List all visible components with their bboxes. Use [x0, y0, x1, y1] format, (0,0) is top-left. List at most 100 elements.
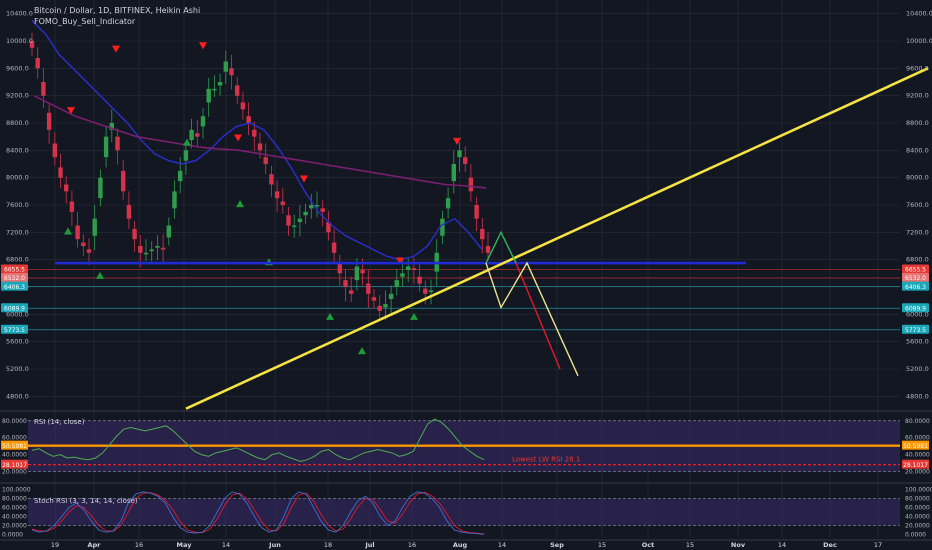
- stoch-tick-right: 40.0000: [905, 513, 930, 520]
- candle-body: [400, 273, 405, 277]
- projection-yellow: [485, 261, 579, 377]
- price-tick-right: 9600.0: [906, 64, 929, 72]
- candle-body: [75, 225, 80, 240]
- time-tick-label: 14: [778, 541, 786, 549]
- ma-purple-line: [33, 94, 487, 189]
- price-tick-left: 10400.0: [6, 10, 33, 18]
- price-tick-right: 10000.0: [906, 37, 932, 45]
- price-tick-right: 8400.0: [906, 146, 929, 154]
- candle-body: [160, 247, 166, 250]
- time-tick-label: 19: [51, 541, 59, 549]
- candle-body: [132, 228, 137, 240]
- rsi-orange-label-left: 50.5981: [2, 443, 27, 450]
- stoch-tick-left: 40.0000: [2, 513, 27, 520]
- rsi-red-label-left-bg: [1, 459, 28, 469]
- candle-body: [155, 246, 160, 248]
- rsi-orange-label-left-bg: [1, 440, 28, 450]
- sell-signal-marker: [112, 45, 120, 53]
- candle-body: [428, 290, 434, 293]
- candle-body: [183, 150, 189, 161]
- rsi-tick-left: 80.0000: [2, 418, 27, 425]
- price-tick-right: 8000.0: [906, 174, 929, 182]
- price-tick-right: 8800.0: [906, 119, 929, 127]
- candle-body: [229, 68, 234, 76]
- rsi-annotation: Lowest LW RSI 28.1: [512, 456, 580, 464]
- time-tick-label: Jun: [268, 541, 281, 549]
- candle-body: [178, 170, 183, 182]
- rsi-title: RSI (14, close): [34, 418, 85, 426]
- rsi-line: [31, 418, 485, 462]
- time-tick-label: May: [177, 541, 193, 549]
- price-label-right-bg: [902, 281, 929, 291]
- time-tick-label: Nov: [731, 541, 746, 549]
- price-label-right: 6655.5: [905, 267, 926, 274]
- candle-body: [86, 249, 92, 253]
- price-tick-left: 5600.0: [6, 338, 29, 346]
- time-tick-label: Oct: [642, 541, 655, 549]
- price-label-right-bg: [902, 303, 929, 313]
- price-tick-left: 7200.0: [6, 228, 29, 236]
- candle-body: [286, 215, 291, 226]
- price-tick-right: 6800.0: [906, 256, 929, 264]
- price-label-left-bg: [1, 272, 28, 282]
- buy-signal-marker: [64, 227, 72, 235]
- time-tick-label: 16: [135, 541, 143, 549]
- candle-body: [457, 150, 462, 158]
- candle-body: [149, 249, 154, 252]
- stoch-band: [28, 498, 900, 526]
- candle-body: [451, 164, 456, 182]
- candle-body: [309, 205, 314, 209]
- candle-body: [343, 280, 348, 287]
- candle-body: [217, 82, 223, 86]
- stoch-tick-left: 0.0000: [2, 531, 23, 538]
- sell-signal-marker: [199, 42, 207, 50]
- candle-body: [240, 102, 246, 110]
- candle-body: [406, 266, 411, 270]
- candle-body: [46, 112, 52, 130]
- stoch-tick-left: 60.0000: [2, 505, 27, 512]
- time-tick-label: Jul: [364, 541, 374, 549]
- buy-signal-marker: [96, 271, 104, 279]
- price-tick-right: 4800.0: [906, 392, 929, 400]
- price-tick-left: 10000.0: [6, 37, 33, 45]
- price-tick-right: 7600.0: [906, 201, 929, 209]
- stoch-d-line: [31, 491, 485, 535]
- stoch-tick-right: 20.0000: [905, 522, 930, 529]
- price-label-right-bg: [902, 264, 929, 274]
- stoch-tick-right: 80.0000: [905, 496, 930, 503]
- candle-body: [126, 205, 132, 219]
- candle-body: [337, 263, 342, 274]
- candle-body: [388, 293, 394, 299]
- stoch-tick-left: 20.0000: [2, 522, 27, 529]
- rsi-red-label-right-bg: [902, 459, 929, 469]
- price-label-left: 6089.9: [4, 305, 25, 312]
- candle-body: [206, 88, 211, 103]
- candle-body: [172, 191, 177, 209]
- candle-body: [189, 129, 194, 141]
- price-tick-left: 6000.0: [6, 310, 29, 318]
- rsi-tick-left: 20.0000: [2, 469, 27, 476]
- candle-body: [252, 129, 257, 137]
- rsi-panel[interactable]: RSI (14, close) Lowest LW RSI 28.1 80.0000…: [1, 418, 930, 476]
- candle-body: [468, 177, 474, 192]
- candle-body: [263, 157, 268, 164]
- stoch-k-line: [31, 491, 485, 535]
- price-tick-left: 7600.0: [6, 201, 29, 209]
- time-tick-label: 14: [222, 541, 230, 549]
- sell-signal-marker: [453, 137, 461, 145]
- rsi-tick-left: 40.0000: [2, 452, 27, 459]
- candle-body: [235, 85, 240, 96]
- candle-body: [81, 242, 86, 246]
- candle-body: [417, 276, 422, 284]
- ma-blue-line: [31, 20, 483, 261]
- candle-body: [463, 157, 468, 164]
- rsi-red-label-left: 28.1017: [2, 462, 27, 469]
- candle-body: [440, 218, 445, 236]
- stoch-rsi-panel[interactable]: Stoch RSI (3, 3, 14, 14, close)100.0000 1…: [2, 487, 932, 539]
- price-label-left: 6532.0: [4, 275, 25, 282]
- price-tick-left: 8000.0: [6, 174, 29, 182]
- candle-body: [485, 246, 491, 253]
- sell-signal-marker: [300, 175, 308, 183]
- candle-body: [292, 225, 297, 227]
